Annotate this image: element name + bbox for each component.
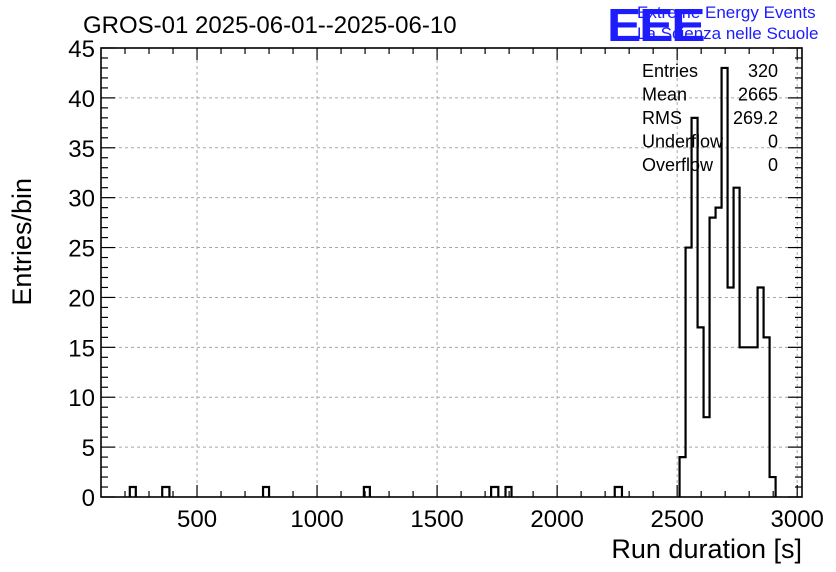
histogram-bin [728, 287, 734, 497]
stats-label: RMS [642, 108, 682, 128]
histogram-bin [686, 248, 692, 497]
histogram-bin [263, 487, 269, 497]
chart-title: GROS-01 2025-06-01--2025-06-10 [83, 12, 457, 39]
x-tick-label: 1000 [290, 506, 343, 533]
plot-frame [100, 47, 803, 498]
histogram-bin [716, 208, 722, 497]
histogram-bin [704, 417, 710, 497]
eee-logo-line2: La Scienza nelle Scuole [637, 24, 818, 43]
stats-label: Entries [642, 61, 698, 81]
y-tick-label: 25 [68, 236, 95, 263]
stats-value: 320 [748, 61, 778, 81]
stats-label: Underflow [642, 132, 724, 152]
y-tick-label: 0 [82, 485, 95, 512]
histogram-bin [698, 327, 704, 497]
histogram-bin [615, 487, 622, 497]
stats-value: 269.2 [733, 108, 778, 128]
histogram-bin [734, 188, 740, 497]
y-tick-label: 5 [82, 435, 95, 462]
eee-logo-mark: EEE [607, 0, 704, 51]
x-tick-label: 500 [177, 506, 217, 533]
histogram-bin [710, 218, 716, 497]
histogram-bin [692, 118, 698, 497]
x-tick-label: 3000 [771, 506, 824, 533]
histogram-bin [364, 487, 370, 497]
x-tick-label: 2000 [530, 506, 583, 533]
histogram-bin [506, 487, 512, 497]
y-axis-ticks: 0 5 10 15 20 25 30 35 40 45 [68, 36, 802, 512]
x-axis-title: Run duration [s] [611, 534, 802, 564]
histogram-bin [752, 347, 758, 497]
histogram-bin [680, 457, 686, 497]
y-tick-label: 45 [68, 36, 95, 63]
histogram-bin [764, 337, 770, 497]
stats-value: 0 [768, 132, 778, 152]
histogram-bin [746, 347, 752, 497]
eee-logo-line1: Extreme Energy Events [637, 3, 816, 22]
histogram-bin [770, 477, 776, 497]
eee-logo: EEE Extreme Energy Events La Scienza nel… [607, 0, 818, 51]
stats-label: Mean [642, 85, 687, 105]
x-tick-label: 2500 [650, 506, 703, 533]
stats-value: 0 [768, 155, 778, 175]
y-axis-title: Entries/bin [7, 178, 37, 306]
y-tick-label: 30 [68, 186, 95, 213]
y-tick-label: 20 [68, 285, 95, 312]
x-tick-label: 1500 [410, 506, 463, 533]
y-tick-label: 40 [68, 86, 95, 113]
stats-label: Overflow [642, 155, 714, 175]
x-axis-ticks: 500 1000 1500 2000 2500 3000 [124, 48, 824, 533]
histogram-bin [740, 347, 746, 497]
y-tick-label: 15 [68, 335, 95, 362]
histogram-bin [758, 287, 764, 497]
y-tick-label: 35 [68, 136, 95, 163]
stats-value: 2665 [738, 85, 778, 105]
stats-box: Entries 320 Mean 2665 RMS 269.2 Underflow 0 Over… [642, 61, 778, 175]
histogram-bin [162, 487, 169, 497]
histogram-bin [722, 68, 728, 497]
histogram-outline [128, 66, 777, 497]
histogram-bin [130, 487, 136, 497]
y-tick-label: 10 [68, 385, 95, 412]
histogram-bin [491, 487, 498, 497]
